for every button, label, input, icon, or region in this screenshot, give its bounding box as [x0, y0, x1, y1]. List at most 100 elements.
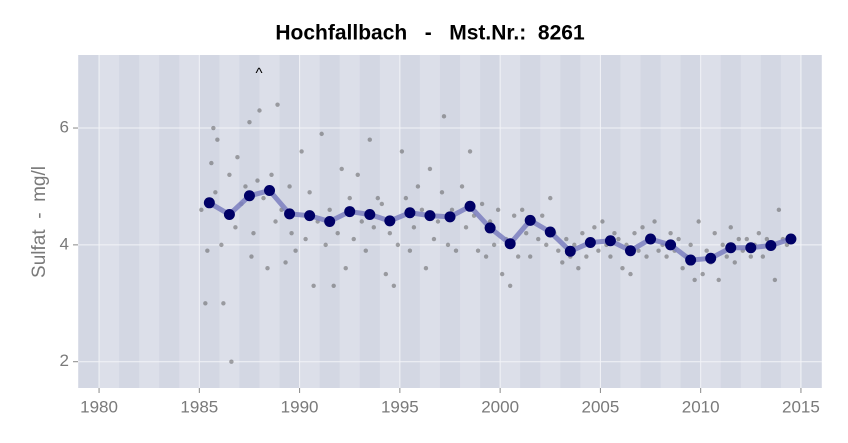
annotation: ^: [255, 65, 262, 82]
data-point: [251, 230, 256, 236]
data-point: [728, 225, 733, 230]
data-point: [319, 131, 324, 137]
data-point: [205, 248, 210, 253]
mean-point: [364, 208, 376, 220]
mean-point: [284, 208, 296, 220]
data-point: [203, 301, 208, 306]
data-point: [273, 219, 278, 224]
year-band: [359, 55, 380, 388]
data-point: [620, 266, 625, 271]
mean-point: [725, 242, 737, 254]
year-band: [199, 55, 220, 388]
chart-title: Hochfallbach - Mst.Nr.: 8261: [275, 22, 585, 45]
data-point: [449, 207, 455, 213]
data-point: [612, 230, 617, 236]
data-point: [453, 248, 459, 253]
data-point: [640, 225, 645, 230]
x-tick-label: 1985: [180, 397, 218, 416]
data-point: [596, 248, 601, 253]
data-point: [311, 283, 316, 288]
data-point: [213, 190, 218, 195]
year-band: [600, 55, 621, 388]
mean-point: [544, 226, 556, 238]
year-band: [119, 55, 140, 388]
data-point: [463, 225, 469, 230]
data-point: [289, 230, 294, 236]
data-point: [560, 260, 565, 265]
data-point: [283, 260, 288, 265]
data-point: [351, 236, 356, 242]
data-point: [524, 230, 529, 236]
data-point: [564, 236, 569, 242]
data-point: [359, 219, 364, 224]
data-point: [221, 301, 226, 306]
data-point: [435, 219, 441, 224]
y-tick-label: 6: [60, 118, 69, 137]
data-point: [736, 236, 741, 242]
data-point: [756, 230, 762, 236]
x-tick-label: 1990: [281, 397, 319, 416]
data-point: [391, 283, 397, 288]
data-point: [395, 242, 401, 248]
mean-point: [203, 197, 215, 209]
data-point: [584, 254, 589, 259]
data-point: [255, 178, 260, 183]
data-point: [507, 283, 513, 288]
data-point: [580, 230, 585, 236]
data-point: [247, 119, 252, 125]
data-point: [479, 201, 485, 207]
data-point: [293, 248, 298, 253]
data-point: [419, 207, 425, 213]
data-point: [303, 236, 308, 242]
mean-point: [464, 200, 476, 212]
data-point: [327, 207, 332, 213]
data-point: [544, 242, 549, 248]
x-tick-label: 2015: [782, 397, 820, 416]
data-point: [211, 125, 216, 131]
mean-point: [344, 206, 356, 218]
data-point: [379, 201, 385, 207]
data-point: [700, 271, 705, 277]
mean-point: [484, 222, 496, 234]
year-band: [239, 55, 260, 388]
mean-point: [404, 207, 416, 219]
data-point: [511, 213, 517, 218]
data-point: [692, 277, 697, 283]
year-band: [800, 55, 821, 388]
data-point: [423, 266, 429, 271]
data-point: [744, 236, 749, 242]
x-tick-label: 2010: [682, 397, 720, 416]
data-point: [704, 248, 709, 253]
data-point: [431, 236, 437, 242]
data-point: [628, 271, 633, 277]
data-point: [439, 190, 445, 195]
data-point: [776, 207, 782, 213]
mean-point: [424, 210, 436, 222]
mean-point: [584, 237, 596, 249]
data-point: [608, 254, 613, 259]
mean-point: [685, 254, 697, 266]
data-point: [636, 248, 641, 253]
data-point: [536, 236, 541, 242]
data-point: [459, 184, 465, 189]
mean-point: [304, 210, 316, 222]
x-tick-label: 1995: [381, 397, 419, 416]
data-point: [375, 195, 381, 201]
data-point: [323, 242, 328, 248]
data-point: [347, 195, 352, 201]
year-band: [760, 55, 781, 388]
data-point: [528, 254, 533, 259]
data-point: [664, 254, 669, 259]
data-point: [243, 184, 248, 189]
data-point: [572, 242, 577, 248]
data-point: [748, 254, 754, 259]
data-point: [772, 277, 778, 283]
data-point: [275, 102, 280, 107]
data-point: [363, 248, 368, 253]
x-tick-label: 2005: [581, 397, 619, 416]
data-point: [219, 242, 224, 248]
data-point: [652, 219, 657, 224]
data-point: [515, 254, 521, 259]
data-point: [307, 190, 312, 195]
data-point: [235, 155, 240, 160]
